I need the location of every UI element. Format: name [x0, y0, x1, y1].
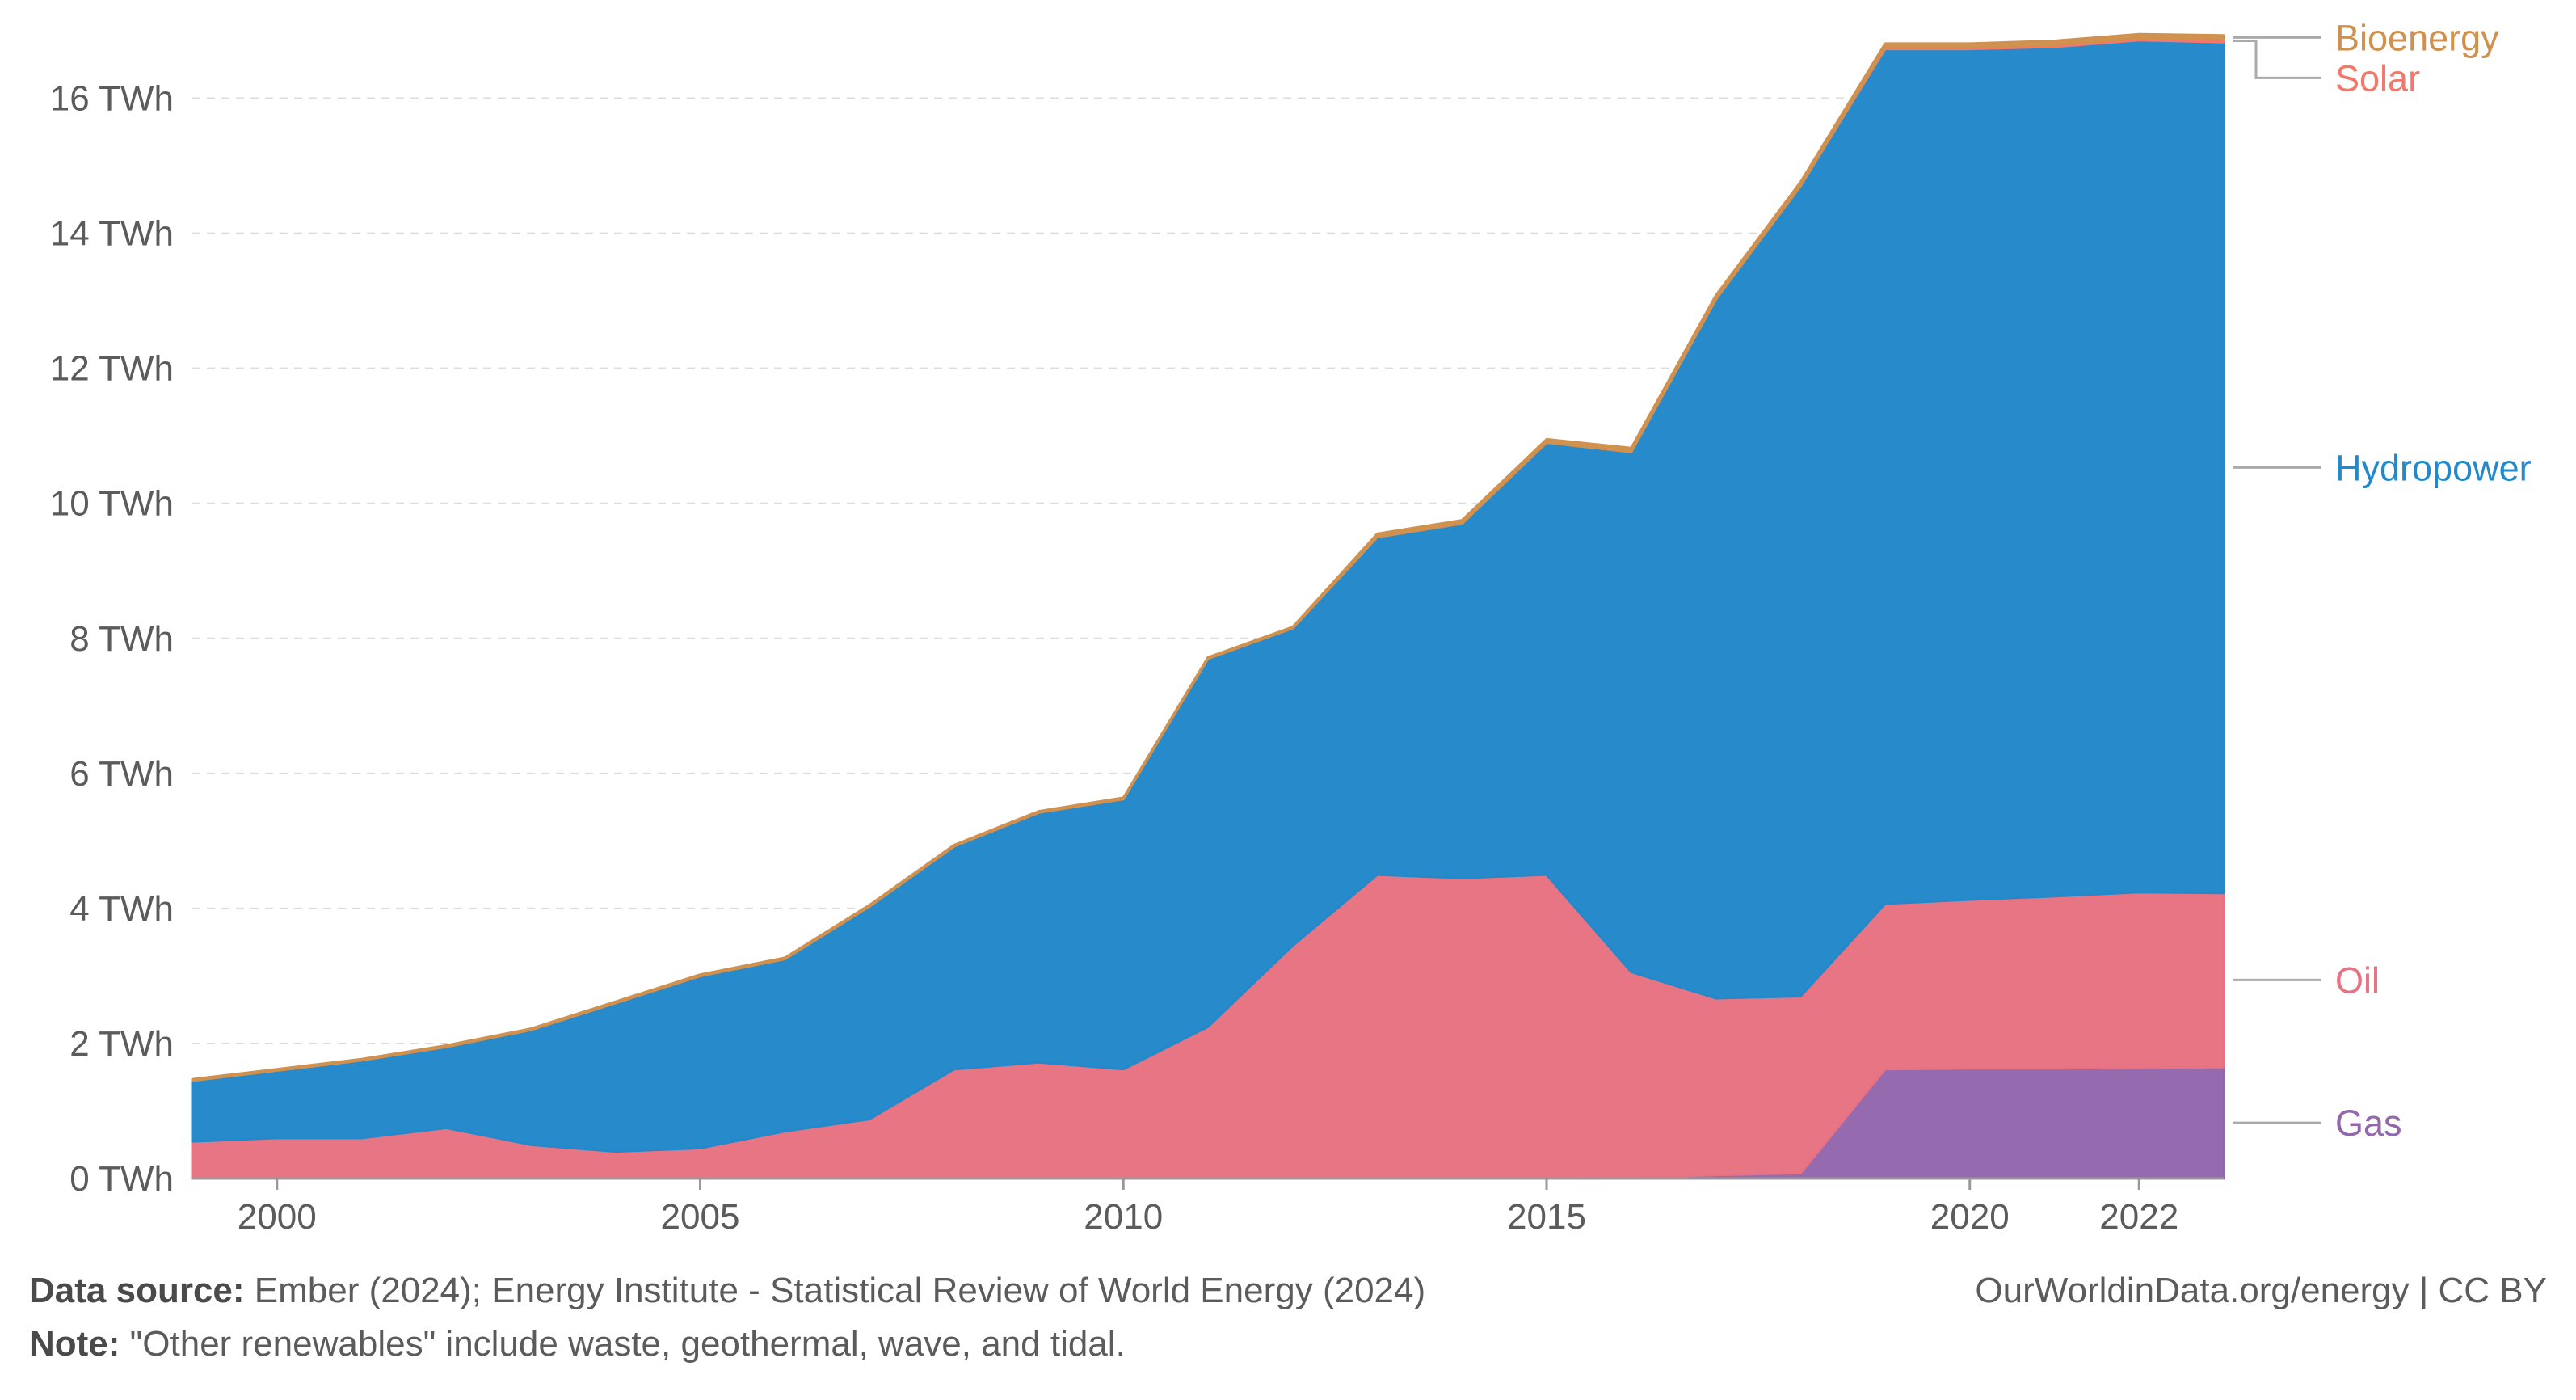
footer-note: Note: "Other renewables" include waste, … [29, 1324, 2547, 1364]
y-tick-label: 6 TWh [69, 754, 174, 794]
area-layer [191, 32, 2225, 1180]
y-tick-label: 4 TWh [69, 889, 174, 929]
data-source: Data source: Ember (2024); Energy Instit… [29, 1271, 1425, 1311]
legend-label-bioenergy: Bioenergy [2335, 17, 2499, 58]
legend-label-gas: Gas [2335, 1103, 2402, 1144]
x-tick-label: 2022 [2099, 1197, 2178, 1237]
legend-label-solar: Solar [2335, 57, 2420, 99]
legend-label-oil: Oil [2335, 959, 2380, 1001]
y-tick-label: 12 TWh [50, 349, 174, 389]
y-tick-label: 2 TWh [69, 1024, 174, 1064]
credit-link[interactable]: OurWorldinData.org/energy | CC BY [1975, 1271, 2547, 1310]
y-tick-label: 14 TWh [50, 214, 174, 254]
y-tick-label: 10 TWh [50, 484, 174, 524]
footer-source-line: Data source: Ember (2024); Energy Instit… [29, 1271, 2547, 1311]
stacked-area-chart: 0 TWh 2 TWh 4 TWh 6 TWh 8 TWh 10 TWh 12 TWh 14 … [50, 17, 2532, 1237]
x-tick-label: 2015 [1507, 1197, 1586, 1237]
note-text: "Other renewables" include waste, geothe… [120, 1324, 1126, 1364]
legend-label-hydropower: Hydropower [2335, 447, 2532, 488]
x-tick-label: 2005 [661, 1197, 740, 1237]
x-tick-label: 2000 [238, 1197, 317, 1237]
y-tick-label: 0 TWh [69, 1159, 174, 1199]
y-tick-label: 16 TWh [50, 79, 174, 119]
source-text: Ember (2024); Energy Institute - Statist… [244, 1271, 1426, 1310]
axis-layer: 0 TWh 2 TWh 4 TWh 6 TWh 8 TWh 10 TWh 12 TWh 14 … [50, 79, 2224, 1237]
x-tick-label: 2010 [1084, 1197, 1163, 1237]
y-tick-label: 8 TWh [69, 619, 174, 659]
x-tick-label: 2020 [1930, 1197, 2010, 1237]
note-label: Note: [29, 1324, 120, 1364]
legend-connector-solar [2233, 40, 2321, 79]
source-label: Data source: [29, 1271, 245, 1310]
area-bioenergy [191, 32, 2225, 1082]
